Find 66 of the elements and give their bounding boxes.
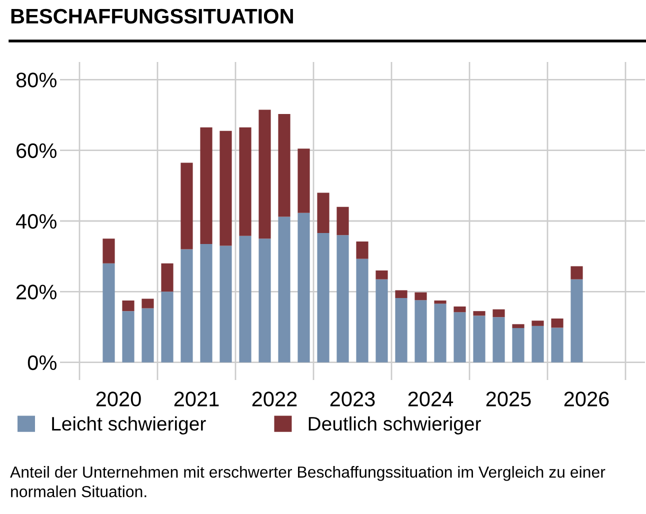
chart-title: BESCHAFFUNGSSITUATION [11,8,293,24]
text: Anteil der Unternehmen mit erschwerter Beschaffungssituation im Vergleich zu einer normalen Situation. [10,466,606,498]
bar [180,162,193,250]
y-tick-label: 20% [16,284,56,300]
bar [395,298,408,362]
x-tick-label: 2025 [486,392,531,406]
bar [258,238,271,362]
bar [532,320,544,326]
bar [376,279,388,362]
bar [220,246,232,362]
bar [161,292,174,362]
bar [122,311,134,362]
legend-label: Deutlich schwieriger [308,416,481,434]
bar [434,300,446,304]
bar [473,316,486,362]
bar [551,318,564,328]
bar [570,266,583,280]
bar [434,304,446,362]
bar [336,206,349,236]
x-tick-label: 2024 [408,392,454,406]
bar [220,130,232,246]
bar [180,249,193,362]
bar [551,328,564,362]
bar [512,328,524,362]
bar [122,300,134,312]
bar [200,244,212,362]
bar [317,192,330,234]
bar [454,306,466,312]
bar [492,317,505,362]
x-tick-label: 2023 [330,392,375,406]
bar [356,241,368,259]
bar [512,324,524,328]
bar [414,292,427,300]
bar [161,263,174,292]
bar [492,309,505,318]
bar [142,308,154,362]
bar [454,312,466,362]
bar [102,263,115,362]
bar [102,238,115,264]
x-tick-label: 2026 [564,392,609,406]
bar [532,326,544,362]
bar [298,212,310,362]
x-tick-label: 2020 [96,392,141,406]
x-tick-label: 2021 [174,392,219,406]
bar [298,148,310,213]
bar [239,236,252,362]
y-tick-label: 60% [16,143,56,158]
bar [395,290,408,298]
bar [239,127,252,236]
bar [414,300,427,362]
bar [142,298,154,308]
y-tick-label: 0% [28,355,56,370]
bar [278,114,290,217]
bar [473,311,486,316]
bar [258,110,271,239]
y-tick-label: 40% [16,214,56,229]
bar [356,258,368,362]
x-tick-label: 2022 [252,392,297,406]
y-tick-label: 80% [16,72,56,88]
bar [317,233,330,362]
bar [200,127,212,244]
legend-label: Leicht schwieriger [52,416,206,434]
bar [336,235,349,362]
bar [570,279,583,362]
bar [278,216,290,362]
bar [376,270,388,280]
